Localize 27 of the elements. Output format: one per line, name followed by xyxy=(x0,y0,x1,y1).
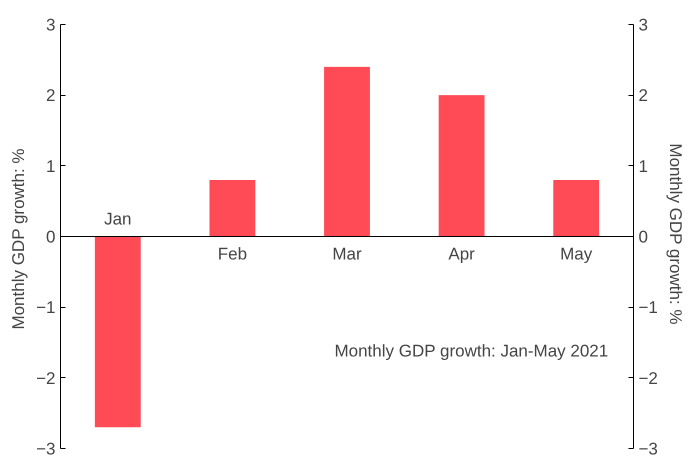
x-tick-label: Feb xyxy=(218,244,248,264)
y2-tick-label: −2 xyxy=(638,368,658,388)
y-tick-label: 1 xyxy=(46,156,56,176)
y2-tick-label: 1 xyxy=(638,156,648,176)
y-tick-label: −2 xyxy=(36,368,56,388)
x-tick-label: Apr xyxy=(448,244,476,264)
y-tick-label: 2 xyxy=(46,86,56,106)
y-axis-title: Monthly GDP growth: % xyxy=(9,148,28,330)
x-tick-label: May xyxy=(560,244,593,264)
y-tick-label: −3 xyxy=(36,440,56,456)
y2-tick-label: 3 xyxy=(638,16,648,34)
y-tick-label: 0 xyxy=(46,228,56,246)
bar xyxy=(94,236,141,428)
bar xyxy=(553,180,600,236)
bar xyxy=(324,66,370,236)
y-tick-label: 3 xyxy=(46,16,56,34)
y2-tick-label: −1 xyxy=(638,298,658,318)
y2-tick-label: 0 xyxy=(638,228,648,246)
x-tick-label: Jan xyxy=(104,210,132,228)
y2-tick-label: −3 xyxy=(638,440,658,456)
bar xyxy=(438,95,485,236)
y2-tick-label: 2 xyxy=(638,86,648,106)
y2-axis-title: Monthly GDP growth: % xyxy=(666,143,685,325)
bar xyxy=(209,180,256,236)
y-tick-label: −1 xyxy=(36,298,56,318)
x-tick-label: Mar xyxy=(332,244,362,264)
annotation: Monthly GDP growth: Jan-May 2021 xyxy=(334,342,608,360)
